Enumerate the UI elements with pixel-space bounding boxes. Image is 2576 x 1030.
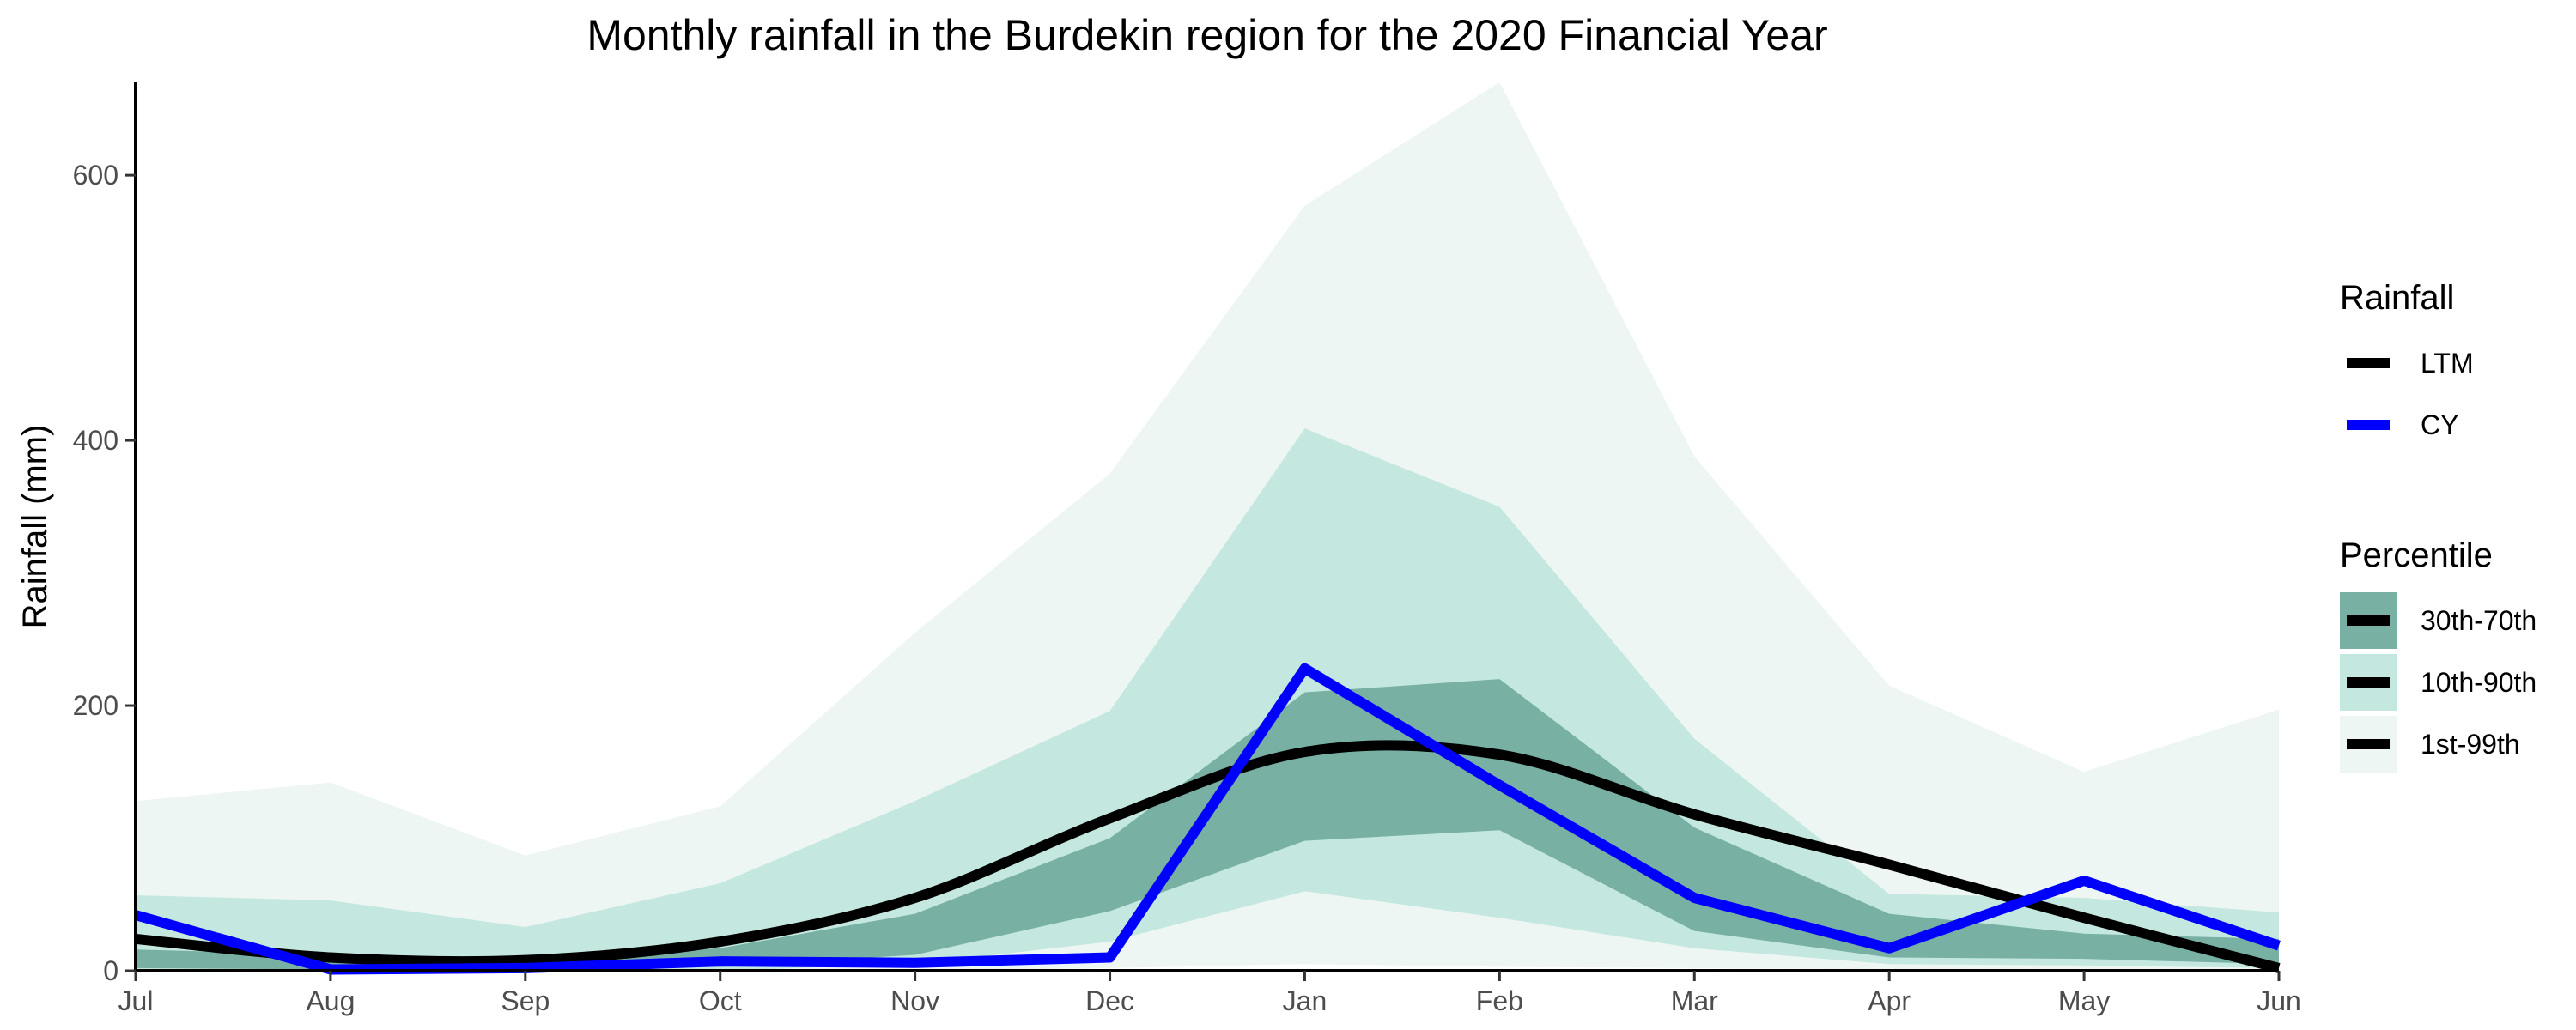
legend-label-ltm: LTM [2421, 348, 2474, 379]
legend-percentile-title: Percentile [2340, 536, 2493, 574]
x-tick-label-oct: Oct [699, 985, 742, 1016]
x-tick-label-dec: Dec [1085, 985, 1134, 1016]
legend: Rainfall Percentile LTM CY 30th-70th 10th-9… [2340, 279, 2537, 772]
y-axis-title: Rainfall (mm) [16, 425, 54, 629]
percentile-bands [136, 82, 2279, 972]
legend-rainfall-title: Rainfall [2340, 279, 2454, 317]
x-tick-label-jan: Jan [1283, 985, 1327, 1016]
x-tick-label-mar: Mar [1671, 985, 1718, 1016]
band-1st-99th [136, 82, 2279, 971]
x-tick-label-jun: Jun [2257, 985, 2301, 1016]
x-tick-label-feb: Feb [1476, 985, 1523, 1016]
x-tick-label-sep: Sep [501, 985, 550, 1016]
x-tick-label-aug: Aug [306, 985, 355, 1016]
series-lines [134, 663, 2281, 975]
y-tick-label-200: 200 [73, 690, 118, 721]
x-tick-label-apr: Apr [1868, 985, 1911, 1016]
legend-label-1st-99th: 1st-99th [2421, 729, 2520, 760]
axes: 0 200 400 600 Jul Aug Sep Oct Nov Dec Jan Feb Mar Apr… [73, 82, 2301, 1016]
x-tick-label-nov: Nov [890, 985, 939, 1016]
x-tick-label-jul: Jul [118, 985, 154, 1016]
x-tick-label-may: May [2058, 985, 2110, 1016]
y-tick-label-400: 400 [73, 425, 118, 456]
series-cy [134, 663, 2281, 975]
legend-label-cy: CY [2421, 409, 2458, 440]
y-tick-label-0: 0 [103, 955, 118, 986]
band-10th-90th [136, 428, 2279, 972]
chart-title: Monthly rainfall in the Burdekin region … [586, 11, 1827, 59]
y-tick-label-600: 600 [73, 160, 118, 191]
series-ltm [135, 740, 2281, 973]
line-ltm [135, 740, 2281, 973]
legend-label-30th-70th: 30th-70th [2421, 605, 2537, 636]
band-30th-70th [136, 679, 2279, 970]
line-cy [134, 663, 2281, 975]
legend-label-10th-90th: 10th-90th [2421, 667, 2537, 698]
